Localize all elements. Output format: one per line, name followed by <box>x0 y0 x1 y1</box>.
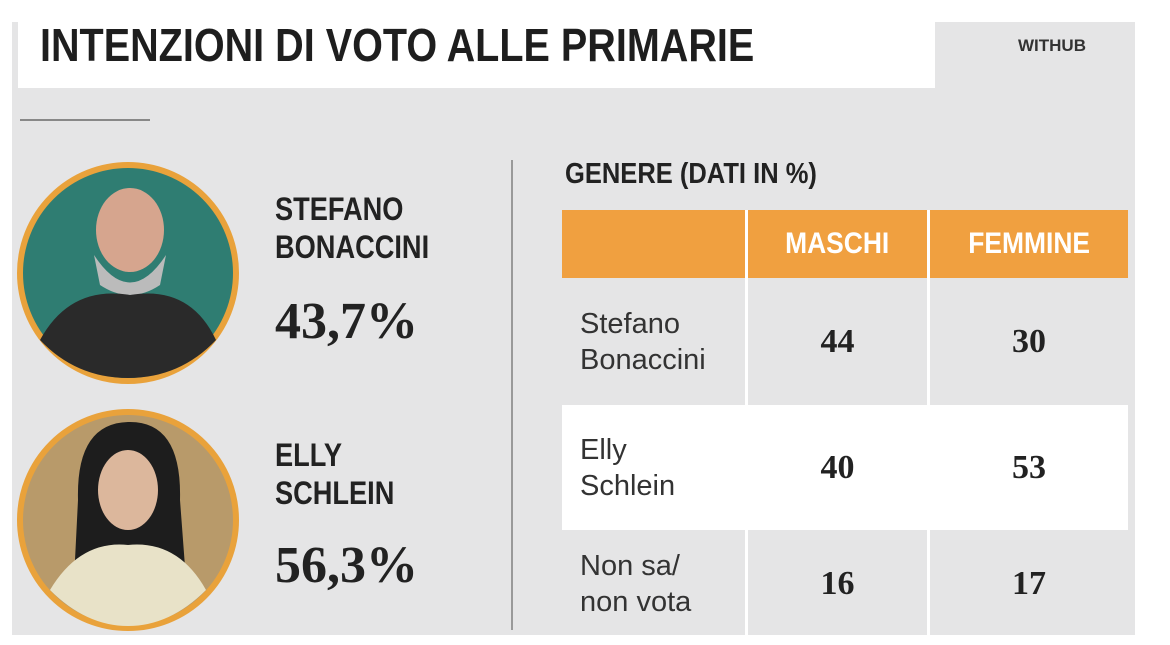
value-cell: 40 <box>748 405 927 530</box>
divider <box>511 160 513 630</box>
title: INTENZIONI DI VOTO ALLE PRIMARIE <box>40 19 755 71</box>
face <box>96 188 164 272</box>
column-separator <box>745 210 748 635</box>
body <box>50 544 206 626</box>
row-label: Stefano Bonaccini <box>562 281 745 402</box>
header-cell: MASCHI <box>748 210 927 278</box>
body <box>40 293 216 378</box>
label-line: non vota <box>580 586 692 618</box>
table-caption: GENERE (DATI IN %) <box>565 158 817 190</box>
candidate-name: ELLY SCHLEIN <box>275 437 395 511</box>
value-cell: 17 <box>930 533 1128 635</box>
value-cell: 16 <box>748 533 927 635</box>
candidate-name: STEFANO BONACCINI <box>275 191 430 265</box>
row-label: Non sa/non vota <box>562 533 745 635</box>
face <box>98 450 158 530</box>
header-cell <box>562 210 745 278</box>
label-line: Elly <box>580 433 627 466</box>
candidate-percent: 56,3% <box>275 537 418 594</box>
label-line: Stefano <box>580 307 680 340</box>
title-box <box>18 0 935 88</box>
label-line: Bonaccini <box>580 343 706 376</box>
value-cell: 44 <box>748 281 927 402</box>
candidate-percent: 43,7% <box>275 293 418 350</box>
row-label: Elly Schlein <box>562 405 745 530</box>
beard <box>94 255 166 295</box>
label-line: Non sa/ <box>580 550 680 582</box>
rule <box>20 119 150 121</box>
header-cell: FEMMINE <box>930 210 1128 278</box>
value-cell: 30 <box>930 281 1128 402</box>
portraits <box>17 162 239 631</box>
label-line: Schlein <box>580 469 676 502</box>
source: WITHUB <box>1018 36 1086 55</box>
value-cell: 53 <box>930 405 1128 530</box>
column-separator <box>927 210 930 635</box>
